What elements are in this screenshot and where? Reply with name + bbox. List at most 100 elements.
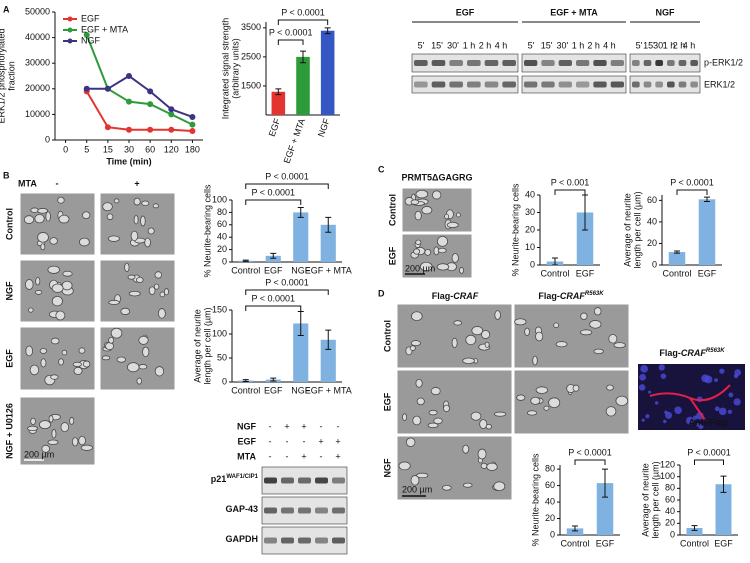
blot-band	[449, 81, 463, 88]
cell	[428, 409, 438, 416]
x-tick-label: 15	[103, 144, 113, 154]
cell	[419, 261, 433, 272]
blot-band	[593, 60, 607, 66]
cell	[144, 237, 151, 248]
point	[147, 88, 154, 95]
x-tick-label: EGF	[264, 385, 283, 395]
nucleus	[718, 407, 727, 416]
row-label: NGF	[382, 458, 392, 478]
series-line	[85, 34, 193, 126]
cell	[58, 214, 70, 224]
blot-band	[690, 60, 698, 66]
cell	[101, 355, 111, 361]
blot-band	[484, 60, 499, 66]
y-tick-label: 10	[525, 242, 535, 252]
point	[168, 126, 175, 133]
cell	[462, 482, 473, 488]
cell	[141, 200, 150, 207]
cell	[415, 189, 429, 199]
y-axis-label: Average of neurite	[622, 193, 632, 266]
stain-label: Anti-Flag	[689, 417, 728, 427]
band-name: p21	[211, 474, 227, 484]
blot-band	[576, 81, 590, 88]
construct-prefix: Flag-	[659, 348, 681, 358]
y-tick-label: 10000	[25, 109, 50, 119]
cell	[45, 211, 51, 222]
nucleus	[733, 373, 739, 379]
blot-band	[467, 81, 481, 88]
bar	[698, 199, 716, 265]
cell	[82, 360, 91, 368]
cell	[436, 263, 450, 271]
y-tick-label: 150	[212, 304, 227, 314]
row-label: EGF	[4, 349, 14, 368]
annotation: P < 0.0001	[670, 177, 714, 187]
y-tick-label: 0	[45, 134, 50, 144]
cell	[157, 308, 166, 319]
y-tick-label: 0	[530, 259, 535, 269]
bar	[320, 30, 335, 115]
y-axis-label: length per cell (µm)	[650, 461, 660, 538]
error-bar	[242, 259, 249, 262]
blot-band	[678, 81, 687, 88]
significance-bracket	[574, 459, 606, 465]
cell	[553, 322, 560, 328]
cell	[120, 307, 131, 315]
y-axis-label: length per cell (µm)	[202, 307, 212, 384]
nucleus	[665, 411, 673, 419]
blot-band	[281, 537, 294, 544]
x-tick-label: EGF	[576, 268, 595, 278]
significance-bracket	[245, 305, 302, 311]
error-bar	[270, 252, 277, 259]
construct-gene: CRAF	[560, 291, 585, 301]
time-label: 2 h	[479, 40, 492, 50]
blot-row-label: p-ERK1/2	[704, 57, 743, 67]
y-tick-label: 0	[652, 259, 657, 269]
annotation: P < 0.0001	[568, 447, 612, 457]
y-tick-label: 1500	[241, 80, 261, 90]
sign: -	[320, 421, 323, 431]
blot-group-label: EGF	[456, 7, 475, 17]
annotation: P < 0.0001	[269, 27, 313, 37]
y-tick-label: 120	[660, 459, 675, 469]
cell	[430, 387, 441, 396]
point	[104, 85, 111, 92]
cell	[73, 366, 83, 375]
row-label: NGF	[4, 281, 14, 301]
cell	[108, 299, 120, 305]
blot-band	[667, 81, 675, 88]
cell	[29, 364, 40, 376]
significance-bracket	[245, 183, 329, 189]
cell	[606, 384, 614, 391]
cell	[470, 411, 482, 421]
nucleus	[719, 368, 725, 374]
cell	[589, 320, 602, 329]
blot-band	[524, 81, 538, 88]
row-label: Control	[387, 194, 397, 226]
time-label: 30'	[447, 40, 459, 50]
cell	[494, 310, 501, 320]
cell	[443, 404, 450, 413]
row-label: EGF	[387, 246, 397, 265]
cell	[72, 361, 82, 367]
cell	[102, 202, 113, 212]
point	[168, 106, 175, 113]
cell	[61, 349, 68, 356]
blot-band	[632, 60, 640, 66]
y-tick-label: 20	[665, 518, 675, 528]
cell	[133, 197, 141, 206]
cell	[159, 291, 166, 298]
point	[83, 85, 90, 92]
error-bar	[325, 329, 332, 350]
cell	[413, 248, 421, 255]
blot-band	[678, 60, 687, 66]
cell	[78, 436, 86, 446]
cell	[79, 237, 90, 247]
neurite-signal	[649, 384, 731, 421]
blot-band	[610, 81, 624, 88]
error-bar	[275, 88, 282, 96]
time-label: 4 h	[603, 40, 616, 50]
sign: -	[286, 436, 289, 446]
cell	[30, 417, 36, 426]
legend-marker	[67, 38, 73, 44]
